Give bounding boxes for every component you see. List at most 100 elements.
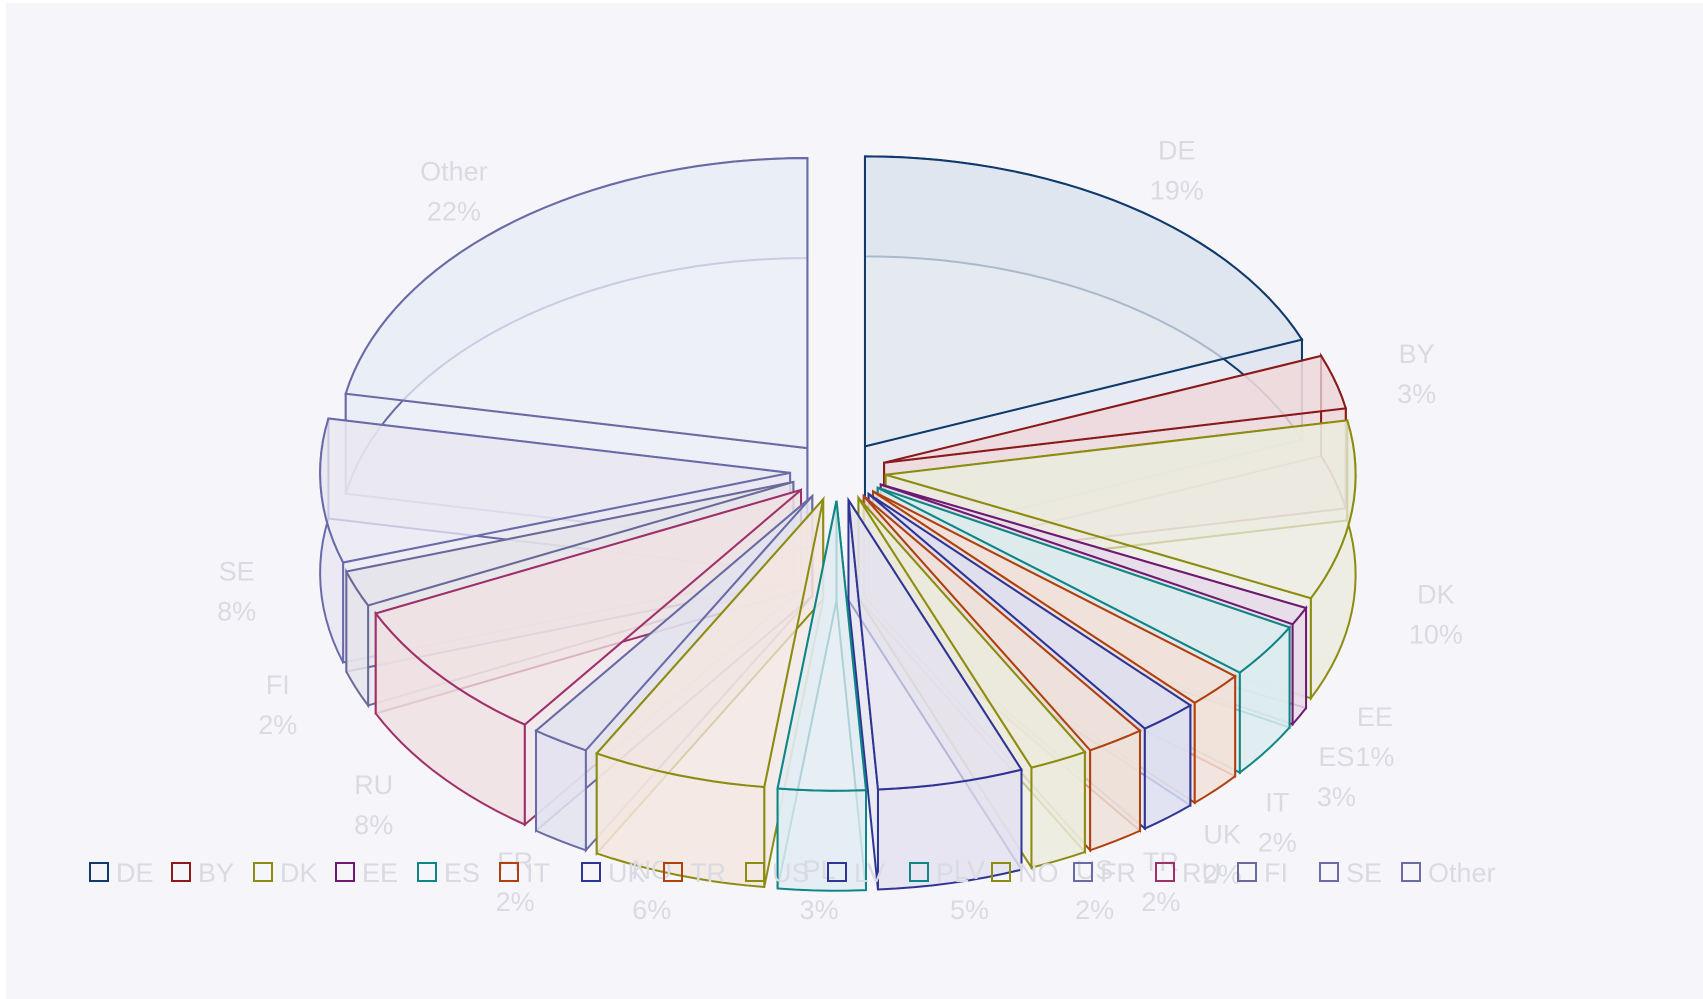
- slice-lv: [847, 496, 1024, 891]
- legend-label: PL: [936, 858, 969, 888]
- legend-swatch: [1155, 862, 1175, 882]
- legend-label: NO: [1018, 858, 1059, 888]
- legend-item-fi: FI: [1237, 858, 1288, 888]
- legend-item-ru: RU: [1155, 858, 1221, 888]
- slice-value-it: 2%: [1258, 828, 1297, 858]
- legend-item-other: Other: [1401, 858, 1496, 888]
- legend-swatch: [89, 862, 109, 882]
- slice-value-ee: 1%: [1355, 742, 1394, 772]
- legend-label: FR: [1100, 858, 1136, 888]
- slice-top: [374, 489, 802, 726]
- slice-top: [319, 417, 791, 564]
- slice-top: [877, 486, 1292, 674]
- legend-label: RU: [1182, 858, 1221, 888]
- legend-item-pl: PL: [909, 858, 969, 888]
- slice-value-de: 19%: [1150, 175, 1204, 205]
- slice-value-se: 8%: [217, 596, 256, 626]
- slice-value-pl: 3%: [800, 895, 839, 925]
- slice-value-tr: 2%: [1141, 887, 1180, 917]
- slice-label-uk: UK: [1203, 820, 1241, 850]
- chart-area: DE 19% BY 3% DK 10% EE 1% ES 3% IT 2% UK 2% TR 2% US 2% LV…: [6, 3, 1703, 999]
- legend-label: IT: [526, 858, 550, 888]
- slice-top: [885, 419, 1357, 600]
- slice-label-fi: FI: [266, 670, 290, 700]
- slice-value-no: 6%: [632, 895, 671, 925]
- slice-top: [867, 493, 1193, 730]
- slice-label-ru: RU: [354, 770, 393, 800]
- slice-label-ee: EE: [1357, 702, 1393, 732]
- slice-label-de: DE: [1158, 135, 1196, 165]
- legend-label: FI: [1264, 858, 1288, 888]
- legend-label: Other: [1428, 858, 1496, 888]
- legend-item-no: NO: [991, 858, 1059, 888]
- legend-item-by: BY: [171, 858, 234, 888]
- legend-label: US: [772, 858, 810, 888]
- legend-label: SE: [1346, 858, 1382, 888]
- slice-label-es: ES: [1318, 742, 1354, 772]
- slice-value-uk: 2%: [1203, 860, 1242, 890]
- legend-item-uk: UK: [581, 858, 646, 888]
- legend-item-ee: EE: [335, 858, 398, 888]
- slice-top: [880, 483, 1308, 626]
- legend-item-se: SE: [1319, 858, 1382, 888]
- legend-swatch: [1237, 862, 1257, 882]
- legend-item-de: DE: [89, 858, 154, 888]
- slice-label-by: BY: [1399, 339, 1435, 369]
- legend-swatch: [417, 862, 437, 882]
- slice-value-other: 22%: [427, 196, 481, 226]
- legend-swatch: [745, 862, 765, 882]
- legend-swatch: [171, 862, 191, 882]
- legend-item-tr: TR: [663, 858, 726, 888]
- slice-label-it: IT: [1265, 788, 1289, 818]
- legend-swatch: [909, 862, 929, 882]
- legend-label: DE: [116, 858, 154, 888]
- slice-top: [344, 157, 809, 450]
- legend-swatch: [499, 862, 519, 882]
- slice-value-by: 3%: [1397, 379, 1436, 409]
- legend-swatch: [253, 862, 273, 882]
- slice-top: [594, 495, 825, 789]
- legend-swatch: [827, 862, 847, 882]
- legend-label: UK: [608, 858, 646, 888]
- slice-top: [883, 354, 1348, 464]
- pie-chart: DE19%BY3%DK10%EE1%ES3%IT2%UK2%TR2%US2%LV…: [89, 135, 1496, 925]
- legend-swatch: [991, 862, 1011, 882]
- legend-swatch: [1319, 862, 1339, 882]
- legend-label: TR: [690, 858, 726, 888]
- legend-label: LV: [854, 858, 885, 888]
- slice-pl: [776, 500, 868, 892]
- slice-label-dk: DK: [1417, 580, 1455, 610]
- slice-value-us: 2%: [1075, 895, 1114, 925]
- legend-item-fr: FR: [1073, 858, 1136, 888]
- legend-label: EE: [362, 858, 398, 888]
- slice-top: [534, 495, 814, 752]
- legend-label: ES: [444, 858, 480, 888]
- slice-wall: [1291, 605, 1308, 727]
- slice-value-fr: 2%: [496, 887, 535, 917]
- slice-value-lv: 5%: [950, 895, 989, 925]
- slice-top: [872, 490, 1238, 704]
- pie-slices: [319, 155, 1357, 892]
- slice-value-dk: 10%: [1409, 620, 1463, 650]
- slice-label-other: Other: [420, 156, 488, 186]
- slice-top: [847, 499, 1024, 791]
- slice-value-ru: 8%: [354, 810, 393, 840]
- legend-label: DK: [280, 858, 318, 888]
- legend: DE BY DK EE ES IT UK TR US LV PL NO FR RU FI SE Other: [89, 858, 1496, 888]
- legend-item-dk: DK: [253, 858, 318, 888]
- legend-label: BY: [198, 858, 234, 888]
- slice-value-fi: 2%: [258, 710, 297, 740]
- legend-swatch: [335, 862, 355, 882]
- legend-item-lv: LV: [827, 858, 885, 888]
- slice-labels: DE19%BY3%DK10%EE1%ES3%IT2%UK2%TR2%US2%LV…: [217, 135, 1463, 925]
- slice-top: [863, 155, 1304, 448]
- legend-swatch: [663, 862, 683, 882]
- slice-label-lv: LV: [954, 855, 985, 885]
- legend-item-es: ES: [417, 858, 480, 888]
- legend-swatch: [1073, 862, 1093, 882]
- slice-top: [857, 497, 1087, 769]
- slice-wall: [1030, 750, 1086, 869]
- slice-label-se: SE: [219, 556, 255, 586]
- legend-item-it: IT: [499, 858, 550, 888]
- slice-value-es: 3%: [1317, 782, 1356, 812]
